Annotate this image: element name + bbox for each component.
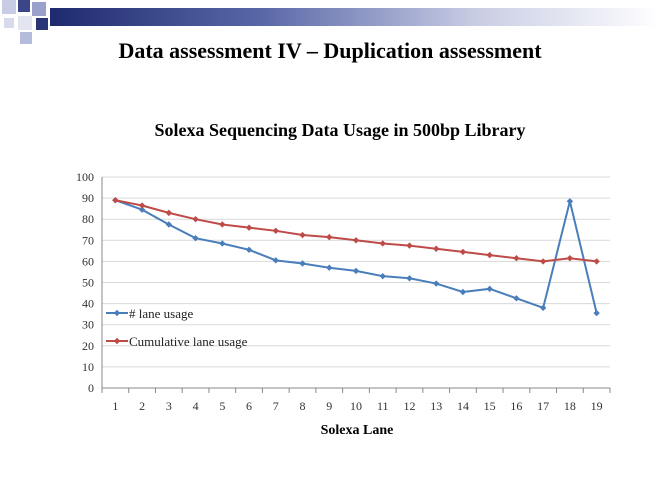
- data-point: [272, 227, 279, 235]
- data-point: [219, 240, 226, 247]
- decor-square-3: [32, 2, 46, 16]
- data-point: [379, 272, 386, 280]
- data-point: [513, 255, 520, 262]
- x-tick-label: 16: [510, 399, 522, 413]
- data-point: [326, 264, 333, 271]
- x-tick-label: 13: [430, 399, 442, 413]
- y-tick-label: 10: [82, 360, 94, 374]
- data-point: [486, 251, 493, 259]
- x-tick-label: 2: [139, 399, 145, 413]
- data-point: [138, 206, 146, 213]
- decor-square-1: [2, 0, 16, 14]
- y-tick-label: 80: [82, 212, 94, 226]
- data-point: [165, 221, 173, 228]
- y-tick-label: 90: [82, 191, 94, 205]
- x-tick-label: 5: [219, 399, 225, 413]
- data-point: [245, 224, 253, 231]
- chart-title: Solexa Sequencing Data Usage in 500bp Li…: [154, 120, 526, 140]
- y-tick-label: 50: [82, 276, 94, 290]
- x-tick-label: 19: [591, 399, 603, 413]
- data-point: [406, 275, 413, 282]
- data-point: [192, 234, 199, 242]
- data-point: [272, 257, 279, 264]
- data-point: [593, 309, 600, 317]
- y-tick-label: 100: [76, 170, 94, 184]
- decor-square-5: [18, 16, 32, 30]
- data-point: [379, 240, 386, 247]
- y-tick-label: 0: [88, 381, 94, 395]
- data-point: [352, 237, 360, 244]
- data-point: [566, 255, 574, 262]
- x-tick-label: 18: [564, 399, 576, 413]
- data-point: [299, 260, 306, 267]
- data-point: [593, 258, 600, 265]
- data-point: [165, 209, 173, 217]
- legend-swatch-marker: [113, 337, 121, 345]
- data-point: [138, 202, 146, 209]
- decor-square-2: [18, 0, 30, 12]
- data-point: [459, 288, 467, 296]
- x-tick-label: 7: [273, 399, 279, 413]
- x-tick-label: 1: [112, 399, 118, 413]
- data-point: [433, 280, 440, 287]
- data-point: [539, 304, 547, 312]
- x-tick-label: 4: [193, 399, 199, 413]
- x-axis-title: Solexa Lane: [321, 423, 394, 438]
- x-tick-label: 9: [326, 399, 332, 413]
- data-point: [539, 258, 547, 265]
- y-tick-label: 70: [82, 233, 94, 247]
- legend-label: Cumulative lane usage: [129, 334, 248, 349]
- y-tick-label: 40: [82, 297, 94, 311]
- data-point: [513, 295, 520, 302]
- x-tick-label: 8: [300, 399, 306, 413]
- data-point: [219, 221, 226, 228]
- data-point: [566, 198, 574, 205]
- data-point: [326, 233, 333, 241]
- x-tick-label: 17: [537, 399, 549, 413]
- y-tick-label: 60: [82, 254, 94, 268]
- x-tick-label: 15: [484, 399, 496, 413]
- x-tick-label: 12: [403, 399, 415, 413]
- x-tick-label: 11: [377, 399, 389, 413]
- legend-swatch-marker: [113, 309, 121, 317]
- y-tick-label: 30: [82, 318, 94, 332]
- data-point: [299, 231, 306, 239]
- decor-square-6: [36, 18, 48, 30]
- x-tick-label: 6: [246, 399, 252, 413]
- x-tick-label: 14: [457, 399, 469, 413]
- series-line-2: [115, 199, 597, 263]
- x-tick-label: 10: [350, 399, 362, 413]
- slide-title: Data assessment IV – Duplication assessm…: [118, 38, 542, 63]
- y-tick-label: 20: [82, 339, 94, 353]
- data-point: [112, 197, 119, 204]
- data-point: [352, 267, 360, 275]
- header-band: [50, 8, 660, 26]
- data-point: [459, 248, 467, 256]
- data-point: [486, 285, 493, 293]
- data-point: [245, 246, 253, 253]
- data-point: [433, 245, 440, 252]
- decor-square-7: [20, 32, 32, 44]
- data-point: [192, 216, 199, 223]
- legend-label: # lane usage: [129, 306, 193, 321]
- decor-square-4: [4, 18, 14, 28]
- data-point: [406, 242, 413, 249]
- x-tick-label: 3: [166, 399, 172, 413]
